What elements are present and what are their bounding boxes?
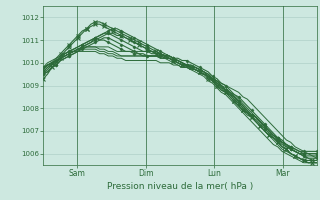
X-axis label: Pression niveau de la mer( hPa ): Pression niveau de la mer( hPa ): [107, 182, 253, 191]
